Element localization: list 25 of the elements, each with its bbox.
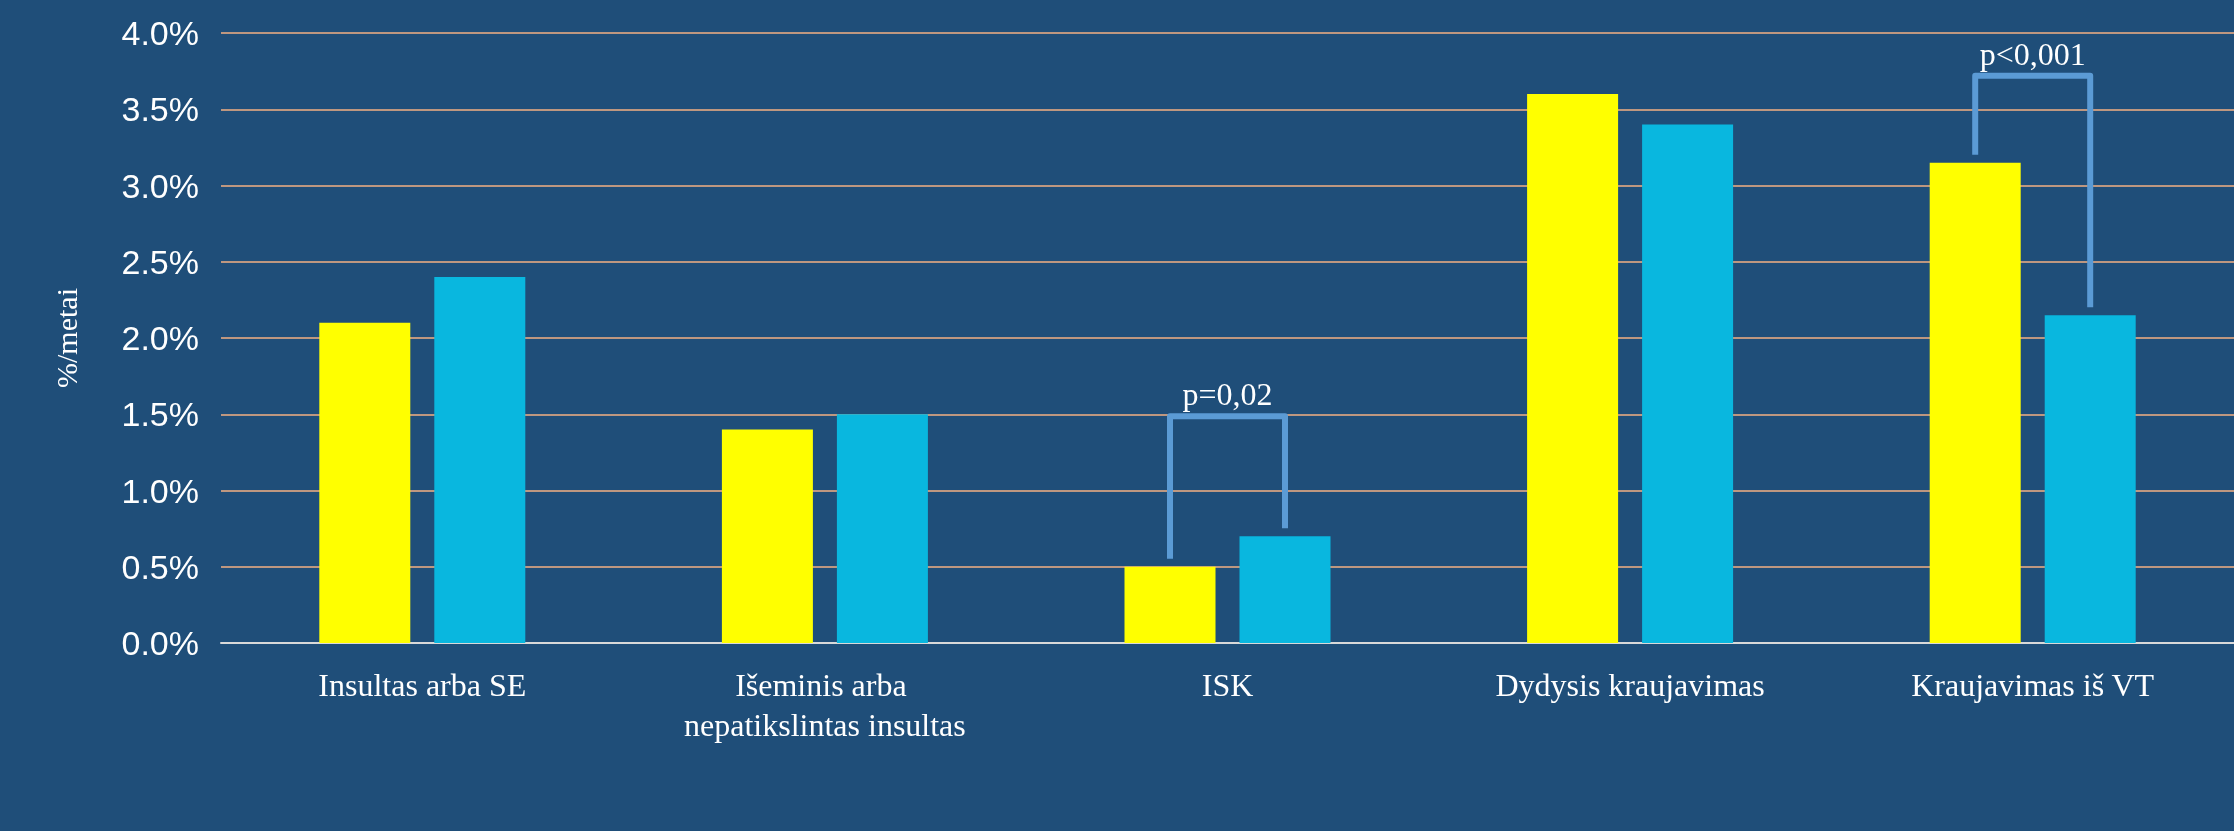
bar <box>319 322 411 643</box>
x-tick-label: ISK <box>1201 667 1254 703</box>
annotation: p<0,001 <box>1979 35 2086 72</box>
y-tick-label: 4.0% <box>121 14 199 52</box>
y-tick-label: 0.0% <box>121 624 199 662</box>
y-tick-label: 3.0% <box>121 166 199 205</box>
annotation: p=0,02 <box>1182 376 1273 413</box>
y-tick-label: 3.5% <box>121 90 199 129</box>
x-tick-label: Išeminis arba nepatikslintas insultas <box>684 667 966 743</box>
bar <box>721 429 813 643</box>
y-axis-title: %/metai <box>49 288 83 388</box>
x-tick-label: Insultas arba SE <box>318 667 527 703</box>
y-tick-label: 0.5% <box>121 547 199 586</box>
bar <box>2044 315 2136 643</box>
x-tick-label: Kraujavimas iš VT <box>1911 667 2155 703</box>
x-tick-label: Dydysis kraujavimas <box>1495 667 1765 703</box>
y-tick-label: 1.5% <box>121 395 199 434</box>
bar <box>434 277 526 643</box>
bar <box>1527 94 1619 643</box>
y-tick-label: 2.0% <box>121 319 199 357</box>
bar <box>1124 566 1216 643</box>
y-tick-label: 1.0% <box>121 471 199 510</box>
y-tick-label: 2.5% <box>121 242 199 281</box>
bar <box>836 414 928 643</box>
bar <box>1642 124 1734 643</box>
